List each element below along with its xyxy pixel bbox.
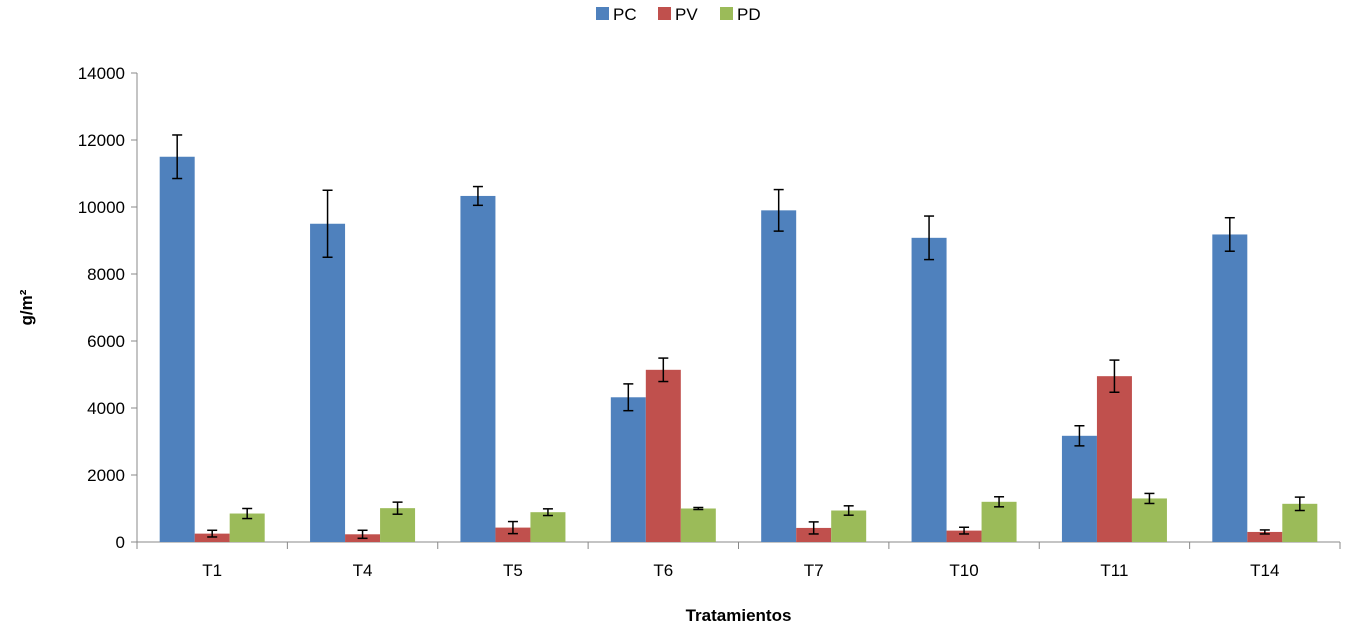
- bar-pd-t6: [680, 508, 716, 542]
- error-bar: [1224, 216, 1235, 252]
- y-tick-label: 4000: [87, 399, 125, 418]
- x-tick-label: T7: [804, 561, 824, 580]
- bar-pv-t14: [1247, 531, 1283, 542]
- legend-item-pv: PV: [658, 5, 698, 24]
- y-tick-label: 0: [116, 533, 125, 552]
- legend-label: PD: [737, 5, 761, 24]
- error-bar: [773, 188, 784, 232]
- bar-pd-t11: [1131, 498, 1167, 542]
- bar-pc-t5: [460, 195, 496, 542]
- bar-pv-t6: [645, 369, 681, 542]
- error-bar: [959, 526, 970, 535]
- bar-pc-t6: [610, 397, 646, 542]
- legend-swatch: [658, 7, 671, 20]
- bar-pc-t4: [310, 223, 346, 542]
- bar-pv-t11: [1096, 376, 1132, 542]
- y-tick-label: 10000: [78, 198, 125, 217]
- error-bar: [1144, 492, 1155, 505]
- error-bar: [172, 134, 183, 180]
- x-tick-label: T4: [353, 561, 373, 580]
- legend-label: PC: [613, 5, 637, 24]
- x-axis-title: Tratamientos: [686, 606, 792, 625]
- error-bar: [623, 383, 634, 412]
- error-bar: [994, 496, 1005, 508]
- error-bar: [843, 505, 854, 516]
- bar-pc-t7: [761, 210, 797, 542]
- y-axis-title: g/m²: [17, 289, 36, 325]
- error-bar: [808, 521, 819, 535]
- error-bar: [693, 506, 704, 511]
- y-tick-label: 2000: [87, 466, 125, 485]
- x-tick-label: T10: [949, 561, 978, 580]
- bar-pv-t7: [796, 527, 832, 542]
- bar-pd-t10: [981, 501, 1017, 542]
- error-bar: [207, 529, 218, 538]
- x-tick-label: T11: [1100, 561, 1128, 580]
- error-bar: [658, 357, 669, 383]
- error-bars: [172, 134, 1305, 540]
- legend-swatch: [596, 7, 609, 20]
- x-tick-label: T14: [1250, 561, 1279, 580]
- error-bar: [392, 501, 403, 515]
- bar-pc-t10: [911, 237, 947, 542]
- bar-pv-t10: [946, 530, 982, 542]
- y-tick-label: 12000: [78, 131, 125, 150]
- bar-pc-t14: [1212, 234, 1248, 542]
- y-axis: 0 2000 4000 6000 8000 10000 12000 14000: [78, 64, 138, 552]
- y-tick-label: 14000: [78, 64, 125, 83]
- y-tick-label: 8000: [87, 265, 125, 284]
- legend-item-pd: PD: [720, 5, 761, 24]
- y-tick-label: 6000: [87, 332, 125, 351]
- error-bar: [1109, 359, 1120, 394]
- bar-pc-t11: [1061, 435, 1097, 542]
- bar-pc-t1: [159, 156, 195, 542]
- error-bar: [1259, 529, 1270, 535]
- error-bar: [322, 189, 333, 258]
- legend-item-pc: PC: [596, 5, 637, 24]
- bar-pv-t1: [194, 533, 230, 542]
- bars: [159, 156, 1318, 542]
- error-bar: [357, 529, 368, 540]
- legend-label: PV: [675, 5, 698, 24]
- error-bar: [924, 215, 935, 261]
- x-tick-label: T6: [653, 561, 673, 580]
- error-bar: [507, 520, 518, 535]
- legend-swatch: [720, 7, 733, 20]
- x-tick-label: T1: [202, 561, 222, 580]
- bar-pv-t5: [495, 527, 531, 542]
- error-bar: [242, 507, 253, 520]
- error-bar: [542, 508, 553, 517]
- error-bar: [1294, 496, 1305, 512]
- legend: PC PV PD: [596, 5, 761, 24]
- x-axis: T1 T4 T5 T6 T7 T10 T11 T14: [136, 541, 1341, 580]
- x-tick-label: T5: [503, 561, 523, 580]
- bar-pd-t5: [530, 512, 566, 542]
- error-bar: [1074, 425, 1085, 447]
- error-bar: [472, 185, 483, 207]
